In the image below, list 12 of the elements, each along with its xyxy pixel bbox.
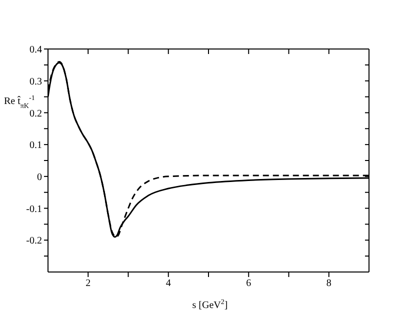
x-tick-label: 6	[246, 278, 252, 290]
x-tick-label: 2	[86, 278, 91, 290]
y-tick-label: 0.2	[30, 108, 42, 120]
x-axis-title: s [GeV$^{2}$]	[192, 298, 228, 311]
y-tick-label: -0.1	[26, 204, 42, 215]
y-tick-label: 0.3	[30, 76, 42, 88]
y-tick-label: 0.1	[30, 140, 42, 152]
y-tick-label: 0	[37, 172, 42, 183]
x-tick-label: 8	[326, 278, 332, 290]
y-tick-label: 0.4	[30, 44, 42, 56]
x-tick-label: 4	[166, 278, 171, 290]
y-tick-label: -0.2	[26, 236, 42, 247]
